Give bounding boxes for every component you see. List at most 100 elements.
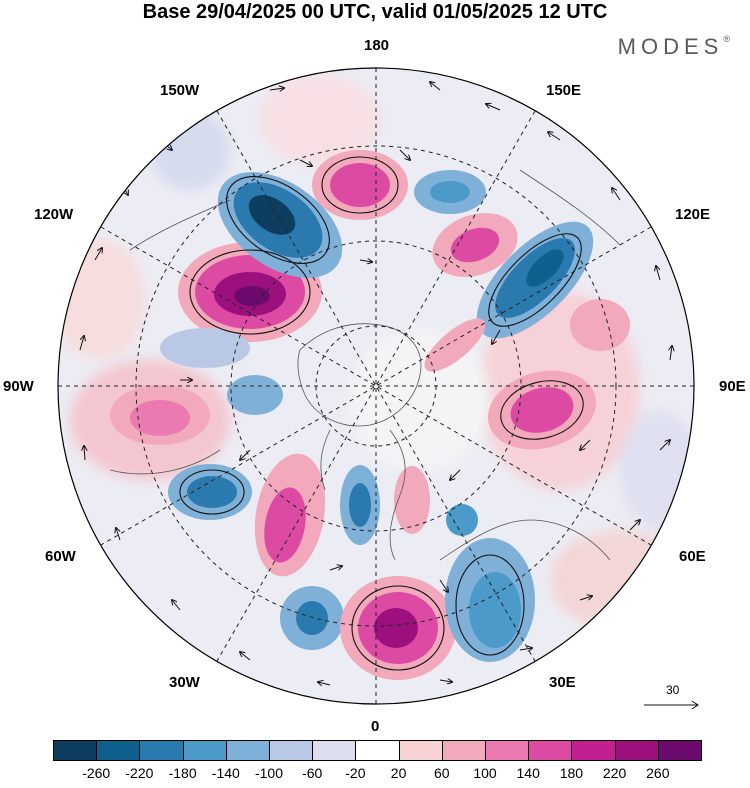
colorbar-swatch — [225, 740, 270, 761]
colorbar-swatch — [485, 740, 530, 761]
colorbar-tick-label: 220 — [602, 765, 627, 781]
modes-logo: MODES® — [618, 34, 730, 60]
meridian-30e-150w — [216, 110, 536, 662]
anomaly-positive — [374, 608, 418, 648]
contour-line — [351, 585, 445, 671]
lon-label-120e: 120E — [675, 206, 711, 223]
lon-label-60w: 60W — [45, 548, 76, 565]
contour-line — [179, 469, 245, 515]
colorbar-swatch — [139, 740, 184, 761]
wind-arrow — [359, 260, 372, 262]
wind-arrow — [612, 188, 621, 201]
anomaly-centers — [110, 150, 630, 680]
colorbar-swatch — [312, 740, 357, 761]
lon-label-150e: 150E — [546, 82, 582, 99]
colorbar-swatch — [96, 740, 141, 761]
contour-line — [455, 554, 525, 656]
colorbar-swatch — [657, 740, 702, 761]
graticule — [58, 68, 694, 704]
colorbar-tick-label: -100 — [254, 765, 284, 781]
colorbar-tick-label: 60 — [434, 765, 450, 781]
anomaly-positive — [130, 400, 190, 436]
coastlines — [109, 169, 621, 561]
colorbar-tick-label: 180 — [559, 765, 584, 781]
colorbar-tick-label: 140 — [516, 765, 540, 781]
anomaly-positive — [234, 286, 270, 306]
wind-arrow — [439, 579, 448, 592]
registered-mark: ® — [723, 34, 730, 44]
lon-label-0: 0 — [371, 718, 380, 735]
wind-vectors — [79, 82, 672, 685]
colorbar — [53, 740, 702, 763]
colorbar-swatch — [269, 740, 314, 761]
wind-arrow — [580, 439, 591, 450]
anomaly-negative — [187, 476, 237, 508]
wind-arrow — [486, 104, 501, 111]
arctic-coast — [297, 323, 422, 427]
anomaly-negative — [349, 483, 371, 527]
colorbar-tick-label: 100 — [473, 765, 497, 781]
wind-arrow — [439, 680, 452, 682]
wind-arrow — [329, 566, 342, 571]
colorbar-tick-label: -260 — [82, 765, 111, 781]
canada-coast — [320, 429, 331, 491]
lon-label-30w: 30W — [169, 674, 200, 691]
brand-name: MODES — [617, 34, 724, 59]
latitude-circle — [135, 145, 617, 627]
anomaly-negative — [526, 249, 564, 287]
wind-arrow — [656, 266, 661, 281]
wind-arrow — [94, 248, 102, 261]
colorbar-tick-label: 260 — [646, 765, 670, 781]
colorbar-tick-label: -60 — [302, 765, 323, 781]
wind-arrow — [399, 149, 410, 160]
lon-label-60e: 60E — [679, 548, 706, 565]
lon-label-120w: 120W — [34, 206, 74, 223]
colorbar-swatch — [355, 740, 400, 761]
anomaly-negative — [296, 601, 328, 635]
wind-arrow — [430, 82, 441, 91]
reference-vector: 30 — [640, 683, 710, 713]
contour-line — [189, 249, 311, 335]
colorbar-tick-label: 20 — [390, 765, 407, 781]
colorbar-tick-label: -180 — [168, 765, 197, 781]
reference-arrow-icon — [644, 700, 699, 710]
meridian-30w-150e — [216, 110, 536, 662]
lon-label-180: 180 — [364, 37, 390, 54]
alaska-coast — [129, 199, 231, 251]
eurasia-coast — [439, 519, 611, 561]
map-boundary — [57, 67, 695, 705]
colorbar-swatch — [182, 740, 227, 761]
neutral-zone — [350, 330, 490, 470]
anomaly-negative — [430, 181, 470, 203]
wind-arrow — [450, 469, 461, 480]
contour-line — [488, 233, 582, 327]
greenland-coast — [389, 429, 406, 561]
anomaly-negative — [620, 410, 694, 530]
colorbar-swatch — [398, 740, 443, 761]
colorbar-swatch — [571, 740, 616, 761]
map-field — [58, 68, 694, 704]
wind-arrow — [79, 336, 84, 351]
map-title: Base 29/04/2025 00 UTC, valid 01/05/2025… — [142, 1, 608, 23]
meridian-60e-120w — [100, 226, 652, 546]
wind-arrow — [579, 596, 592, 601]
anomaly-positive — [330, 163, 390, 207]
wind-arrow — [172, 600, 181, 611]
wind-arrow — [240, 449, 251, 460]
contour-line — [226, 176, 330, 264]
colorbar-swatch — [528, 740, 573, 761]
reference-vector-value: 30 — [666, 683, 680, 697]
hudson-coast — [109, 449, 221, 475]
anomaly-negative — [248, 195, 296, 235]
wind-arrow — [492, 329, 501, 344]
wind-arrow — [299, 159, 312, 166]
colorbar-swatch — [441, 740, 486, 761]
anomaly-positive — [58, 240, 145, 360]
wind-arrow — [84, 446, 85, 461]
anomaly-positive — [510, 387, 574, 433]
wind-arrow — [548, 132, 561, 141]
wind-arrow — [318, 682, 331, 685]
colorbar-tick-label: -20 — [345, 765, 366, 781]
colorbar-tick-label: -220 — [125, 765, 154, 781]
